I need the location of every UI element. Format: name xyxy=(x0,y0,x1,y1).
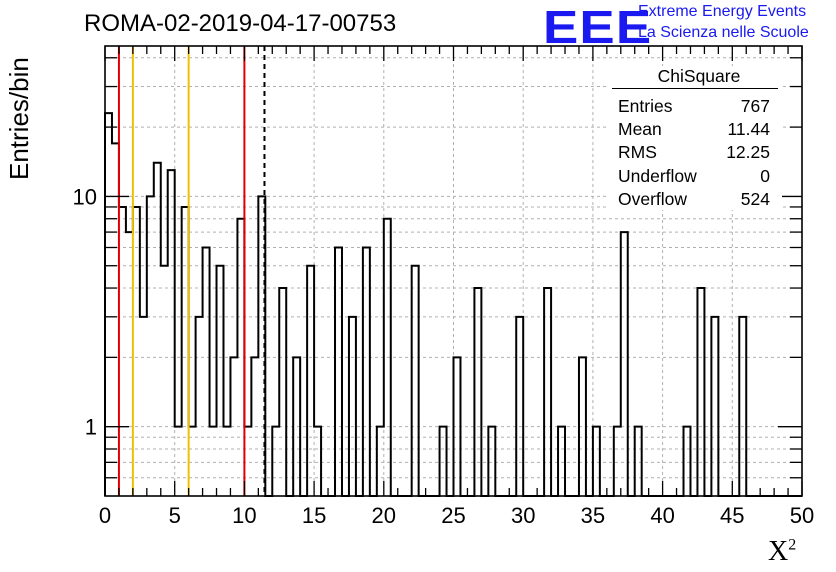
x-axis-label-superscript: 2 xyxy=(788,536,797,554)
stats-row-overflow: Overflow 524 xyxy=(612,188,778,211)
x-tick-label: 25 xyxy=(441,503,465,528)
x-axis-label: X2 xyxy=(768,536,796,568)
x-tick-label: 30 xyxy=(511,503,535,528)
stats-value: 767 xyxy=(740,96,770,116)
eee-logo: EEE xyxy=(543,1,653,53)
stats-label: Mean xyxy=(618,119,662,140)
logo-line-1: Extreme Energy Events xyxy=(638,3,807,20)
x-tick-label: 15 xyxy=(302,503,326,528)
stats-label: Entries xyxy=(618,96,673,116)
stats-box-bg xyxy=(608,66,782,210)
x-tick-label: 5 xyxy=(169,503,181,528)
x-tick-label: 40 xyxy=(650,503,674,528)
stats-row-rms: RMS 12.25 xyxy=(612,141,778,164)
logo-line-2: La Scienza nelle Scuole xyxy=(638,24,809,41)
stats-value: 0 xyxy=(760,165,770,186)
stats-row-underflow: Underflow 0 xyxy=(612,165,778,188)
y-tick-label: 10 xyxy=(73,184,97,209)
y-axis-label: Entries/bin xyxy=(4,57,34,180)
stats-label: RMS xyxy=(618,142,657,163)
stats-box: ChiSquare Entries 767 Mean 11.44 RMS 12.… xyxy=(612,66,778,211)
stats-label: Underflow xyxy=(618,165,697,186)
stats-title: ChiSquare xyxy=(612,66,778,89)
x-tick-label: 45 xyxy=(720,503,744,528)
stats-row-mean: Mean 11.44 xyxy=(612,118,778,141)
chart-title: ROMA-02-2019-04-17-00753 xyxy=(84,10,397,37)
x-tick-label: 20 xyxy=(372,503,396,528)
stats-row-entries: Entries 767 xyxy=(612,95,778,118)
stats-value: 524 xyxy=(740,188,770,209)
stats-value: 12.25 xyxy=(726,142,770,163)
x-tick-label: 35 xyxy=(581,503,605,528)
x-tick-label: 50 xyxy=(790,503,814,528)
stats-label: Overflow xyxy=(618,188,688,209)
x-axis-label-main: X xyxy=(768,536,789,567)
x-tick-label: 0 xyxy=(99,503,111,528)
x-tick-label: 10 xyxy=(232,503,256,528)
y-tick-label: 1 xyxy=(85,415,97,440)
stats-value: 11.44 xyxy=(727,119,771,140)
